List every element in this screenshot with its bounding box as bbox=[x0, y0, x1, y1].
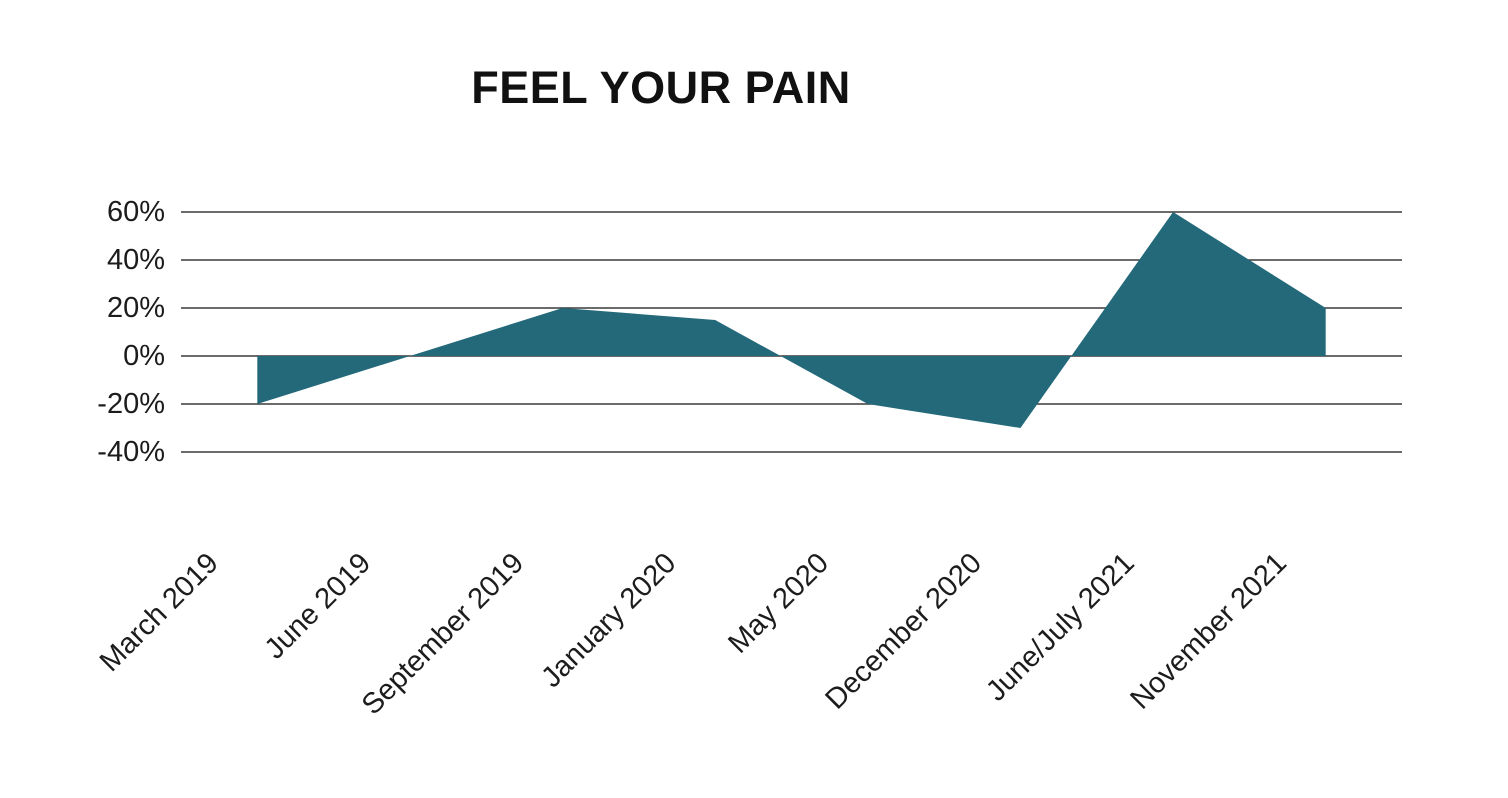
y-axis-label: -40% bbox=[97, 436, 165, 468]
y-axis-label: 20% bbox=[106, 292, 165, 324]
y-axis-label: 40% bbox=[106, 244, 165, 276]
area-series bbox=[257, 212, 1326, 428]
y-axis-label: -20% bbox=[97, 388, 165, 420]
chart-title: FEEL YOUR PAIN bbox=[471, 62, 851, 113]
y-axis-label: 60% bbox=[106, 196, 165, 228]
y-axis-label: 0% bbox=[123, 340, 165, 372]
